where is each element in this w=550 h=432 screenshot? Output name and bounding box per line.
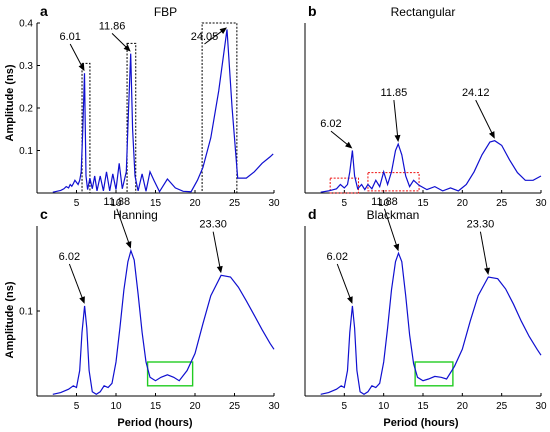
x-tick-label: 15 (150, 401, 162, 412)
peak-arrowhead (78, 63, 85, 72)
highlight-box (126, 42, 137, 194)
peak-arrowhead (347, 296, 353, 304)
panel-title: Blackman (367, 208, 420, 222)
x-tick-label: 5 (342, 401, 348, 412)
y-tick-label: 0.1 (19, 146, 33, 157)
peak-label: 24.12 (462, 87, 490, 99)
panel-d: 5 10 15 20 25 30 Blackman d 6.02 11.88 23.30 (304, 196, 547, 412)
peak-arrow (204, 30, 223, 45)
panel-c: 5 10 15 20 25 30 0.1 Hanning c 6.02 11.88 23.30 (19, 196, 280, 412)
x-tick-label: 25 (229, 198, 241, 209)
x-tick-label: 15 (417, 198, 429, 209)
peak-arrowhead (488, 131, 495, 139)
x-tick-label: 15 (417, 401, 429, 412)
highlight-box (329, 177, 359, 194)
highlight-box (146, 361, 194, 387)
x-tick-label: 30 (535, 401, 547, 412)
y-axis-label-bottom: Amplitude (ns) (4, 281, 16, 358)
peak-arrow (336, 263, 351, 299)
x-tick-label: 20 (457, 401, 469, 412)
peak-arrow (475, 99, 493, 134)
peak-label: 6.01 (59, 31, 80, 43)
peak-label: 11.88 (103, 196, 130, 208)
peak-label: 11.86 (99, 20, 126, 32)
peak-label: 6.02 (327, 251, 348, 263)
peak-arrowhead (394, 134, 401, 143)
peak-arrowhead (345, 141, 353, 149)
y-tick-label: 0.1 (19, 307, 33, 318)
x-tick-label: 15 (150, 198, 162, 209)
x-tick-label: 30 (535, 198, 547, 209)
peak-arrow (330, 130, 349, 146)
peak-arrowhead (123, 44, 131, 52)
x-tick-label: 30 (268, 401, 280, 412)
peak-label: 11.85 (381, 87, 408, 99)
panel-letter: b (308, 3, 317, 19)
panel-title: Rectangular (391, 5, 456, 19)
peak-arrow (68, 263, 83, 299)
series-line (52, 248, 275, 396)
panel-letter: a (40, 3, 48, 19)
x-tick-label: 5 (74, 401, 80, 412)
highlight-box (201, 22, 238, 194)
panels: 5 10 15 20 25 30 0.1 0.2 0.3 0.4 FBP a 6.01 11.86 24.0… (19, 3, 547, 412)
peak-arrowhead (393, 243, 400, 252)
peak-arrow (393, 100, 399, 137)
panel-b: 5 10 15 20 25 30 Rectangular b 6.02 11.85 24.12 (304, 3, 547, 209)
peak-arrowhead (125, 241, 132, 249)
peak-arrow (212, 231, 221, 268)
panel-letter: d (308, 206, 317, 222)
highlight-box (367, 172, 420, 192)
highlight-box (81, 62, 91, 194)
x-tick-label: 5 (342, 198, 348, 209)
panel-letter: c (40, 206, 48, 222)
series-line (320, 140, 542, 193)
x-tick-label: 20 (189, 198, 201, 209)
peak-label: 24.05 (191, 31, 219, 43)
peak-arrow (111, 33, 127, 48)
x-axis-label-right: Period (hours) (383, 417, 459, 429)
x-axis-label-left: Period (hours) (117, 417, 193, 429)
y-tick-label: 0.2 (19, 104, 33, 115)
peak-arrowhead (79, 296, 85, 304)
peak-label: 6.02 (59, 251, 80, 263)
x-tick-label: 5 (74, 198, 80, 209)
series-line (320, 251, 542, 396)
x-tick-label: 25 (496, 401, 508, 412)
series-line (52, 29, 274, 193)
x-tick-label: 30 (268, 198, 280, 209)
x-tick-label: 20 (189, 401, 201, 412)
x-tick-label: 10 (110, 401, 122, 412)
x-tick-label: 10 (378, 401, 390, 412)
peak-arrow (69, 43, 83, 67)
peak-label: 23.30 (467, 219, 495, 231)
peak-arrow (479, 231, 488, 270)
y-tick-label: 0.3 (19, 61, 33, 72)
highlight-box (414, 361, 454, 387)
peak-label: 23.30 (199, 219, 227, 231)
panel-title: Hanning (113, 208, 158, 222)
panel-title: FBP (154, 5, 177, 19)
y-tick-label: 0.4 (19, 19, 33, 30)
x-tick-label: 20 (457, 198, 469, 209)
peak-arrowhead (219, 27, 227, 34)
x-tick-label: 10 (378, 198, 390, 209)
peak-arrowhead (484, 267, 490, 275)
x-tick-label: 10 (110, 198, 122, 209)
peak-arrow (383, 208, 398, 246)
peak-arrowhead (216, 265, 223, 274)
panel-a: 5 10 15 20 25 30 0.1 0.2 0.3 0.4 FBP a 6.01 11.86 24.0… (19, 3, 280, 209)
peak-arrow (116, 208, 130, 244)
x-tick-label: 25 (229, 401, 241, 412)
y-axis-label-top: Amplitude (ns) (4, 64, 16, 141)
x-tick-label: 25 (496, 198, 508, 209)
peak-label: 11.88 (371, 196, 398, 208)
peak-label: 6.02 (320, 118, 341, 130)
